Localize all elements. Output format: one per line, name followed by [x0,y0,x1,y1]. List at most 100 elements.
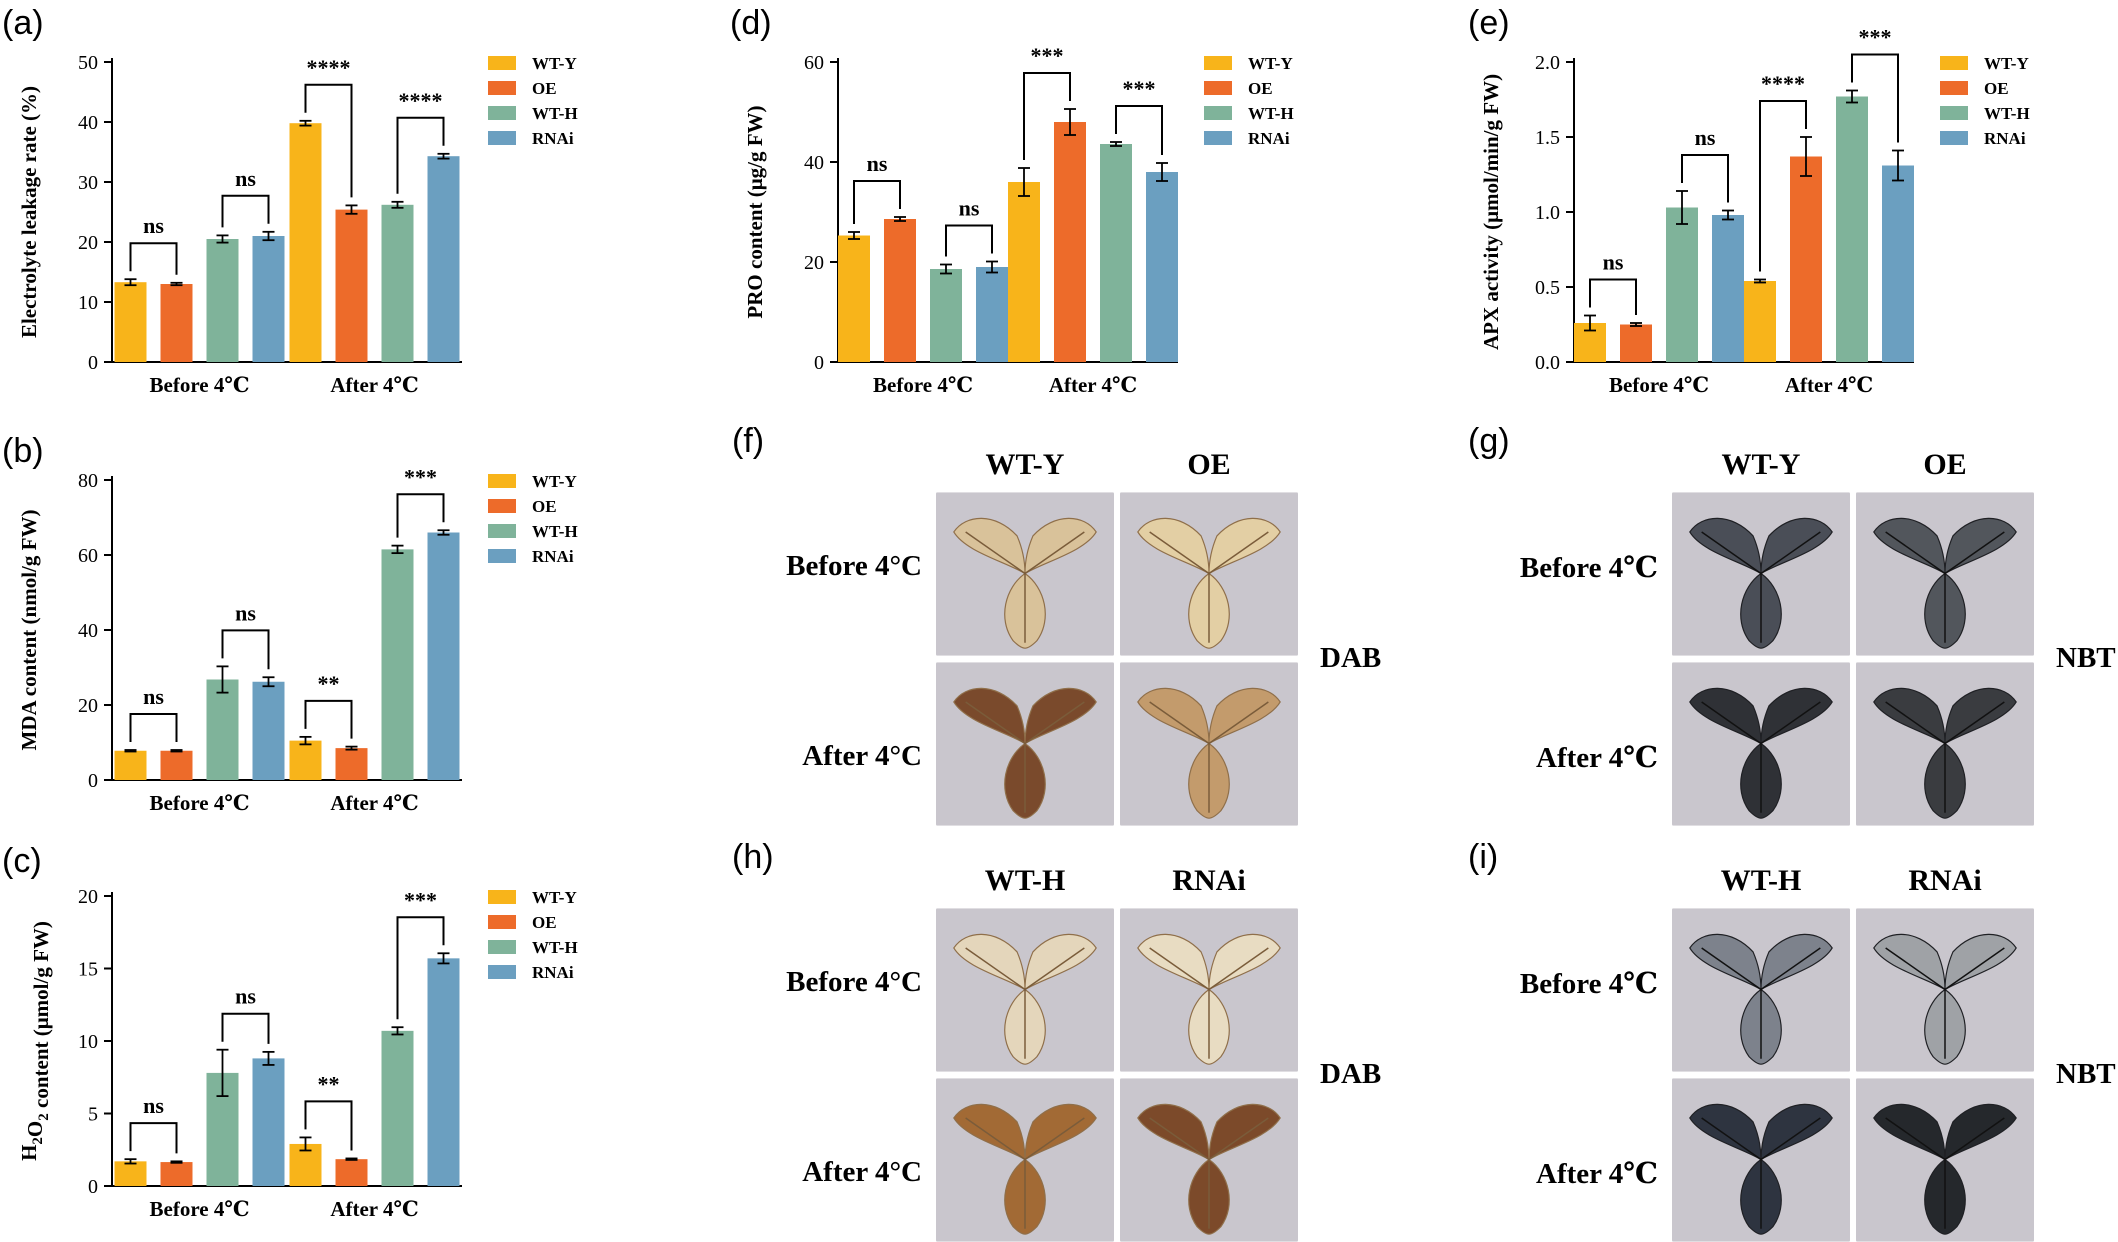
leaf-icon [1120,662,1298,826]
legend-label: WT-H [1984,104,2030,123]
bar-oe [335,748,368,780]
significance-bracket [304,1100,353,1151]
legend-swatch [1940,131,1968,145]
bar-wt-y [114,282,147,362]
panel-a: (a) 0 10 20 30 40 50 Electrolyte leakage rate … [0,0,720,410]
significance-label: ns [1695,125,1716,150]
y-tick-label: 20 [804,252,824,274]
y-axis-label: Electrolyte leakage rate (%) [17,86,41,338]
leaf-photo [936,1078,1114,1242]
legend-swatch [488,131,516,145]
legend-swatch [1940,56,1968,70]
y-tick-label: 1.0 [1535,202,1560,224]
y-tick-label: 60 [804,52,824,74]
panel-i: (i) WT-H RNAi Before 4℃ After 4℃ NBT [1462,834,2118,1242]
panel-letter: (a) [2,4,44,42]
bar-wt-h [381,204,414,362]
panel-b: (b) 0 20 40 60 80 MDA content (nmol/g FW) Befo… [0,418,720,828]
photo-row-label: After 4℃ [1536,742,1658,774]
bar-oe [884,219,916,362]
stain-label: NBT [2056,1058,2116,1090]
bar-wt-h [381,1030,414,1186]
y-tick-label: 10 [78,292,98,314]
y-tick-label: 80 [78,470,98,492]
bar-oe [160,1162,193,1186]
legend-swatch [1204,106,1232,120]
leaf-photo [936,908,1114,1072]
x-tick-label: Before 4℃ [150,1197,250,1221]
leaf-photo [1672,908,1850,1072]
y-tick-label: 20 [78,886,98,908]
legend-swatch [1204,131,1232,145]
photo-row-label: Before 4°C [786,550,922,582]
bar-oe [335,1159,368,1186]
bar-wt-h [1666,207,1698,362]
significance-label: ns [235,166,256,191]
leaf-icon [1856,908,2034,1072]
legend-label: WT-Y [532,472,577,491]
significance-label: ** [318,1071,340,1096]
bar-rnai [1712,215,1744,362]
significance-label: ns [143,213,164,238]
bar-wt-y [289,123,322,362]
significance-bracket [1115,105,1163,155]
bar-wt-y [114,1161,147,1186]
y-axis-label: APX activity (μmol/min/g FW) [1479,74,1503,350]
panel-letter: (g) [1468,422,1510,460]
y-tick-label: 10 [78,1031,98,1053]
bar-rnai [427,958,460,1186]
x-tick-label: After 4℃ [1785,373,1873,397]
leaf-photo [1672,662,1850,826]
y-tick-label: 60 [78,545,98,567]
significance-bracket [396,916,445,1020]
legend-swatch [488,56,516,70]
legend-label: RNAi [532,547,574,566]
y-tick-label: 0.0 [1535,352,1560,374]
leaf-photo [1856,908,2034,1072]
legend-label: RNAi [1248,129,1290,148]
legend-label: WT-Y [1984,54,2029,73]
leaf-icon [936,492,1114,656]
significance-bracket [221,629,270,670]
significance-bracket [1023,72,1071,160]
panel-h: (h) WT-H RNAi Before 4°C After 4°C DAB [726,834,1381,1242]
significance-label: ** [318,671,340,696]
chart-svg: 0 5 10 15 20 H2O2 content (μmol/g FW) Before 4… [17,886,578,1221]
legend-label: RNAi [532,963,574,982]
legend-label: WT-H [1248,104,1294,123]
photo-column-header: WT-H [1720,864,1802,897]
photo-row-label: After 4°C [802,1156,922,1188]
bar-oe [1620,324,1652,362]
significance-bracket [945,224,993,257]
leaf-icon [1672,662,1850,826]
significance-label: ns [235,600,256,625]
leaf-photo [1672,492,1850,656]
panel-letter: (b) [2,432,44,470]
bar-oe [335,209,368,362]
panel-letter: (h) [732,838,774,876]
photo-row-label: After 4℃ [1536,1158,1658,1190]
y-tick-label: 15 [78,959,98,981]
significance-label: ns [1603,250,1624,275]
significance-label: ns [235,984,256,1009]
legend-label: OE [532,497,557,516]
photo-row-label: Before 4℃ [1519,552,1658,584]
x-tick-label: After 4℃ [1049,373,1137,397]
y-tick-label: 0 [88,1176,98,1198]
x-tick-label: Before 4℃ [150,791,250,815]
leaf-icon [1120,1078,1298,1242]
leaf-photo [1120,662,1298,826]
significance-label: **** [1761,71,1805,96]
bar-wt-y [289,740,322,780]
significance-label: **** [399,88,443,113]
bar-rnai [976,267,1008,362]
leaf-icon [1672,492,1850,656]
bar-rnai [252,236,285,362]
legend-label: OE [1984,79,2009,98]
panel-e: (e) 0.0 0.5 1.0 1.5 2.0 APX activity (μmol/mi… [1462,0,2118,410]
legend-label: WT-H [532,522,578,541]
leaf-photo [1672,1078,1850,1242]
y-axis-label: H2O2 content (μmol/g FW) [17,921,53,1161]
y-tick-label: 20 [78,695,98,717]
bar-wt-h [206,239,239,362]
